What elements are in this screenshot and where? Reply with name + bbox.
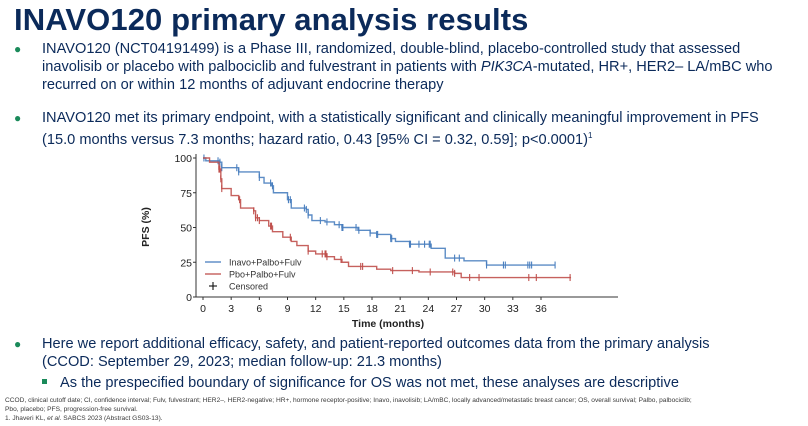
x-tick-label: 27 <box>451 303 463 315</box>
km-series-pbo <box>203 157 572 282</box>
km-curve <box>203 157 556 266</box>
chart-curves <box>203 154 572 282</box>
legend-label: Inavo+Palbo+Fulv <box>229 258 302 268</box>
x-tick-label: 15 <box>338 303 350 315</box>
bullet-marker-icon: ● <box>14 111 22 125</box>
bullet-text: Here we report additional efficacy, safe… <box>42 335 710 371</box>
y-tick-label: 0 <box>186 292 192 304</box>
bullet-line: INAVO120 met its primary endpoint, with … <box>42 109 759 127</box>
chart-legend: Inavo+Palbo+Fulv Pbo+Palbo+Fulv Censored <box>205 258 302 292</box>
x-tick-label: 24 <box>422 303 434 315</box>
y-tick-label: 50 <box>180 223 192 235</box>
km-curve <box>203 157 572 279</box>
text-run: (CCOD: September 29, 2023; median follow… <box>42 354 442 370</box>
slide-title: INAVO120 primary analysis results <box>14 2 529 37</box>
y-tick-label: 100 <box>174 153 192 165</box>
x-tick-label: 9 <box>285 303 291 315</box>
x-axis-label: Time (months) <box>352 318 424 330</box>
footnote-abbreviations-2: Pbo, placebo; PFS, progression-free surv… <box>5 406 138 413</box>
text-run: (15.0 months versus 7.3 months; hazard r… <box>42 131 588 148</box>
x-tick-label: 0 <box>200 303 206 315</box>
x-tick-label: 33 <box>507 303 519 315</box>
text-run: inavolisib or placebo with palbociclib a… <box>42 59 481 75</box>
footnote-abbreviations-1: CCOD, clinical cutoff date; CI, confiden… <box>5 397 692 404</box>
text-run: INAVO120 (NCT04191499) is a Phase III, r… <box>42 41 741 57</box>
x-tick-label: 21 <box>394 303 406 315</box>
legend-label: Pbo+Palbo+Fulv <box>229 270 296 280</box>
bullet-line: INAVO120 (NCT04191499) is a Phase III, r… <box>42 40 772 58</box>
footnote-ref: 1 <box>587 131 593 140</box>
bullet-line: inavolisib or placebo with palbociclib a… <box>42 58 772 76</box>
km-series-inavo <box>203 154 556 269</box>
y-tick-label: 25 <box>180 257 192 269</box>
text-run: PIK3CA <box>480 59 533 75</box>
bullet-text: INAVO120 met its primary endpoint, with … <box>42 109 759 149</box>
x-tick-label: 6 <box>256 303 262 315</box>
legend-label: Censored <box>229 282 268 292</box>
x-tick-label: 36 <box>535 303 547 315</box>
bullet-line: Here we report additional efficacy, safe… <box>42 335 710 353</box>
x-tick-label: 30 <box>479 303 491 315</box>
sub-bullet-marker-icon <box>42 379 47 384</box>
text-run: INAVO120 met its primary endpoint, with … <box>42 110 759 126</box>
y-tick-label: 75 <box>180 188 192 200</box>
bullet-line: (CCOD: September 29, 2023; median follow… <box>42 353 710 371</box>
x-tick-label: 18 <box>366 303 378 315</box>
bullet-marker-icon: ● <box>14 42 22 56</box>
bullet-text: INAVO120 (NCT04191499) is a Phase III, r… <box>42 40 772 94</box>
text-run: Here we report additional efficacy, safe… <box>42 336 710 352</box>
y-axis-label: PFS (%) <box>140 207 152 247</box>
x-tick-label: 12 <box>310 303 322 315</box>
bullet-line: (15.0 months versus 7.3 months; hazard r… <box>42 127 759 149</box>
sub-bullet-text: As the prespecified boundary of signific… <box>60 375 679 391</box>
text-run: recurred on or within 12 months of adjuv… <box>42 77 444 93</box>
bullet-marker-icon: ● <box>14 337 22 351</box>
text-run: -mutated, HR+, HER2– LA/mBC who <box>532 59 773 75</box>
bullet-line: recurred on or within 12 months of adjuv… <box>42 76 772 94</box>
x-tick-label: 3 <box>228 303 234 315</box>
footnote-reference: 1. Jhaveri KL, et al. SABCS 2023 (Abstra… <box>5 415 163 422</box>
